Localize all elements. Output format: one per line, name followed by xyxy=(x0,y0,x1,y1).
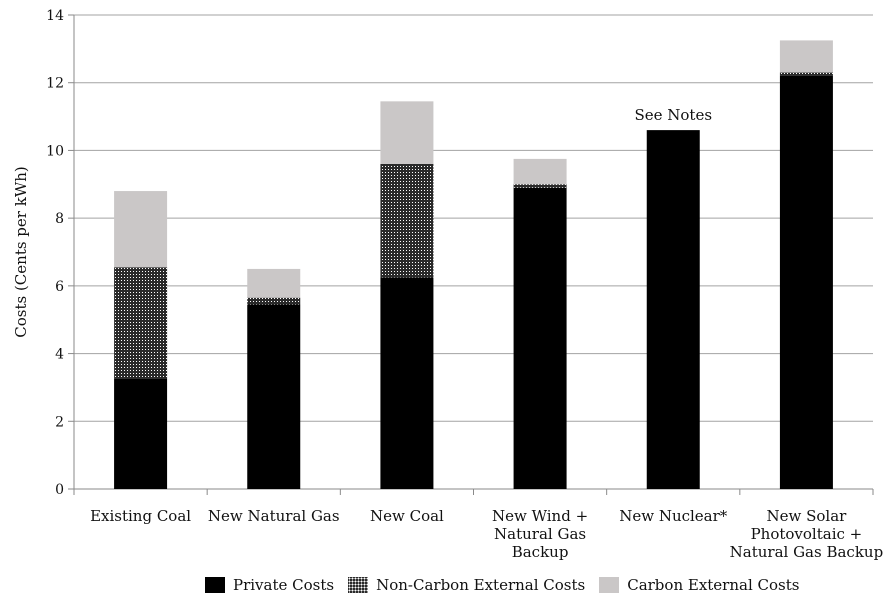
legend-item-carbon: Carbon External Costs xyxy=(599,576,799,594)
legend-item-noncarbon: Non-Carbon External Costs xyxy=(348,576,585,594)
stacked-bar-chart: 0 2 4 6 8 10 12 14 See Notes Existing Coal New N… xyxy=(12,8,883,561)
legend-label-private: Private Costs xyxy=(233,576,335,594)
bar-carbon-3 xyxy=(513,158,567,185)
legend: Private Costs Non-Carbon External Costs … xyxy=(205,576,813,594)
x-tick-label: New Natural Gas xyxy=(208,507,340,525)
y-tick-label: 4 xyxy=(55,347,64,363)
bar-carbon-1 xyxy=(247,268,301,298)
bar-private-4 xyxy=(646,130,700,489)
bar-carbon-5 xyxy=(779,40,833,73)
x-axis-labels: Existing Coal New Natural Gas New Coal New … xyxy=(90,507,883,561)
legend-label-carbon: Carbon External Costs xyxy=(627,576,800,594)
y-tick-label: 0 xyxy=(55,482,64,498)
y-tick-label: 8 xyxy=(55,211,64,227)
bar-private-5 xyxy=(779,75,833,489)
legend-label-noncarbon: Non-Carbon External Costs xyxy=(376,576,586,594)
y-axis-ticks: 0 2 4 6 8 10 12 14 xyxy=(46,8,64,498)
bar-carbon-0 xyxy=(114,191,168,268)
legend-item-private: Private Costs xyxy=(205,576,334,594)
bar-noncarbon-2 xyxy=(380,163,434,278)
x-tick-label: Existing Coal xyxy=(90,507,191,525)
bar-private-3 xyxy=(513,187,567,489)
bar-noncarbon-1 xyxy=(247,297,301,305)
y-tick-label: 6 xyxy=(55,279,64,295)
legend-swatch-private xyxy=(205,577,225,593)
bar-private-1 xyxy=(247,304,301,489)
annotation-label: See Notes xyxy=(634,106,712,124)
legend-swatch-noncarbon xyxy=(348,577,369,593)
gridlines xyxy=(68,14,874,495)
y-tick-label: 12 xyxy=(46,76,64,92)
bar-noncarbon-3 xyxy=(513,184,567,188)
x-tick-label: New Coal xyxy=(370,507,444,525)
y-tick-label: 10 xyxy=(46,143,64,159)
y-tick-label: 2 xyxy=(55,414,64,430)
y-axis-label: Costs (Cents per kWh) xyxy=(12,166,30,338)
legend-swatch-carbon xyxy=(599,577,620,593)
bar-private-0 xyxy=(114,378,168,489)
x-tick-label: New Solar Photovoltaic + Natural Gas Backu… xyxy=(730,507,884,561)
x-tick-label: New Wind + Natural Gas Backup xyxy=(492,507,588,561)
bar-private-2 xyxy=(380,277,434,489)
bars: See Notes xyxy=(114,40,833,489)
bar-noncarbon-0 xyxy=(114,267,168,379)
bar-noncarbon-5 xyxy=(779,72,833,76)
x-tick-label: New Nuclear* xyxy=(619,507,728,525)
bar-carbon-2 xyxy=(380,101,434,164)
y-tick-label: 14 xyxy=(46,8,64,24)
